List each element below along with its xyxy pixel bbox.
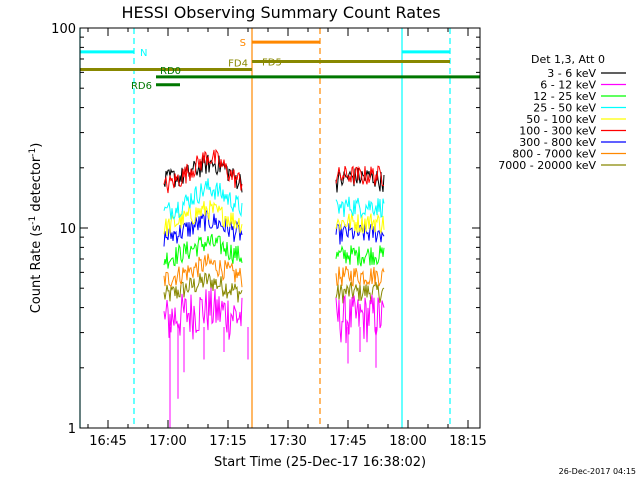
series-trace-2-segment-1 <box>335 245 385 267</box>
legend-label-5: 100 - 300 keV <box>519 125 596 138</box>
marker-label-0: N <box>140 48 147 59</box>
x-tick-label-0: 16:45 <box>89 434 126 449</box>
x-tick-label-1: 17:00 <box>149 434 186 449</box>
x-tick-label-4: 17:45 <box>329 434 366 449</box>
legend-label-7: 800 - 7000 keV <box>512 148 596 161</box>
marker-label-5: RD0 <box>160 66 181 77</box>
legend-label-6: 300 - 800 keV <box>519 136 596 149</box>
series-trace-0-segment-1 <box>335 168 385 193</box>
plot-area: N S FD4 FD5 RD0 RD6 <box>79 28 480 428</box>
marker-label-4: FD5 <box>262 57 282 68</box>
x-tick-label-2: 17:15 <box>209 434 246 449</box>
legend-label-8: 7000 - 20000 keV <box>498 159 596 172</box>
series-trace-4-segment-1 <box>335 213 385 235</box>
legend-label-1: 6 - 12 keV <box>540 79 596 92</box>
y-axis-label: Count Rate (s-1 detector-1) <box>28 143 44 314</box>
x-axis-label: Start Time (25-Dec-17 16:38:02) <box>214 455 426 470</box>
y-axis-label-sup2: -1 <box>28 148 38 157</box>
y-tick-label-0: 1 <box>68 422 76 437</box>
series-trace-5-segment-0 <box>163 148 243 194</box>
y-axis-label-part3: ) <box>29 143 44 148</box>
series-trace-7-segment-0 <box>163 253 243 288</box>
marker-label-3: FD4 <box>228 59 248 70</box>
legend-label-2: 12 - 25 keV <box>533 90 596 103</box>
series-trace-5-segment-1 <box>335 165 385 187</box>
x-tick-label-3: 17:30 <box>269 434 306 449</box>
legend-label-4: 50 - 100 keV <box>526 113 596 126</box>
y-axis-label-sup1: -1 <box>28 216 38 225</box>
legend-label-0: 3 - 6 keV <box>547 67 596 80</box>
y-axis-label-part1: Count Rate (s <box>29 225 44 314</box>
series-trace-3-segment-1 <box>335 196 385 219</box>
y-tick-label-2: 100 <box>51 22 76 37</box>
x-tick-label-6: 18:15 <box>449 434 486 449</box>
chart-title: HESSI Observing Summary Count Rates <box>121 3 440 22</box>
timestamp-label: 26-Dec-2017 04:15 <box>559 467 636 476</box>
series-trace-6-segment-1 <box>335 223 385 245</box>
legend-label-3: 25 - 50 keV <box>533 102 596 115</box>
series-trace-7-segment-1 <box>335 265 385 287</box>
legend-header: Det 1,3, Att 0 <box>531 53 605 66</box>
x-tick-label-5: 18:00 <box>389 434 426 449</box>
series-trace-2-segment-0 <box>163 233 243 269</box>
y-tick-label-1: 10 <box>59 222 76 237</box>
series-trace-8-segment-0 <box>163 272 243 303</box>
marker-label-6: RD6 <box>131 81 152 92</box>
series-trace-6-segment-0 <box>163 208 243 247</box>
series-trace-1-segment-0 <box>163 287 243 340</box>
axes: 1 10 100 16:45 17:00 17:15 17:30 17:45 18:00 18:1… <box>51 22 487 449</box>
y-axis-label-part2: detector <box>29 156 44 216</box>
series-trace-4-segment-0 <box>163 200 243 237</box>
marker-label-2: S <box>240 38 246 49</box>
series-trace-3-segment-0 <box>163 178 243 221</box>
